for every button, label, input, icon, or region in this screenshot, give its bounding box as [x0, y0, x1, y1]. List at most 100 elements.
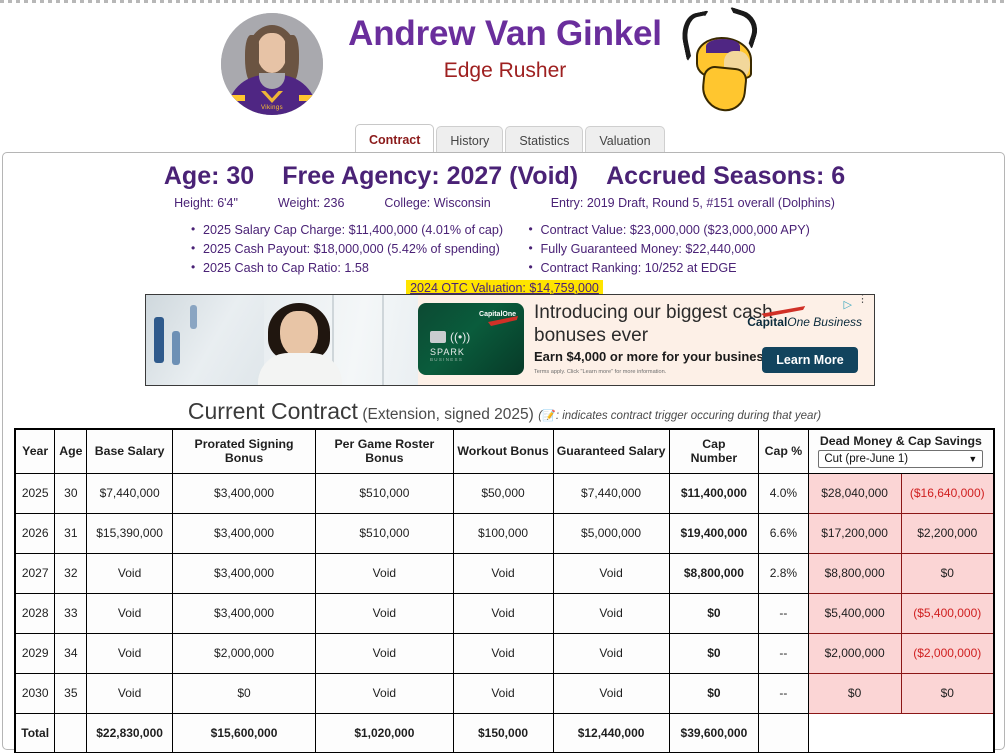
col-age: Age: [54, 428, 88, 474]
dead-money-scenario-value: Cut (pre-June 1): [824, 453, 909, 466]
cell-prorated-signing-bonus: $2,000,000: [171, 632, 317, 674]
fact-cap-charge: 2025 Salary Cap Charge: $11,400,000 (4.0…: [191, 220, 505, 240]
contract-table: Year Age Base Salary Prorated Signing Bo…: [14, 428, 995, 753]
advertisement-banner[interactable]: CapitalOne ((•)) SPARK BUSINESS Introduc…: [145, 294, 875, 386]
col-per-game-roster-bonus: Per Game Roster Bonus: [315, 428, 454, 474]
summary-free-agency: Free Agency: 2027 (Void): [282, 162, 579, 190]
table-row: 2025 30 $7,440,000 $3,400,000 $510,000 $…: [14, 472, 995, 514]
tab-contract[interactable]: Contract: [355, 124, 435, 154]
bio-entry: Entry: 2019 Draft, Round 5, #151 overall…: [550, 196, 835, 210]
table-row: 2026 31 $15,390,000 $3,400,000 $510,000 …: [14, 512, 995, 554]
cell-dead-money: $28,040,000: [807, 472, 902, 514]
cell-workout-bonus: $50,000: [452, 472, 554, 514]
tab-history[interactable]: History: [436, 126, 504, 154]
cell-cap-savings: ($2,000,000): [900, 632, 995, 674]
cell-guaranteed-salary: $5,000,000: [552, 512, 670, 554]
col-cap-number-line2: Number: [690, 451, 738, 466]
cell-guaranteed-salary: Void: [552, 672, 670, 714]
cell-cap-percent: 2.8%: [758, 552, 809, 594]
ad-card-brand: CapitalOne: [479, 311, 516, 318]
cell-cap-number: $19,400,000: [668, 512, 760, 554]
current-contract-heading: Current Contract (Extension, signed 2025…: [3, 398, 1006, 425]
cell-cap-number: $0: [668, 632, 760, 674]
cell-age: 33: [54, 592, 88, 634]
cell-year: 2025: [14, 472, 56, 514]
player-avatar: Vikings: [221, 13, 323, 115]
cell-total-cap-number: $39,600,000: [668, 712, 760, 753]
col-base-salary: Base Salary: [86, 428, 173, 474]
table-body: 2025 30 $7,440,000 $3,400,000 $510,000 $…: [14, 472, 995, 753]
cell-cap-percent: --: [758, 592, 809, 634]
fact-cash-payout: 2025 Cash Payout: $18,000,000 (5.42% of …: [191, 239, 505, 259]
bio-college: College: Wisconsin: [384, 196, 491, 210]
player-position: Edge Rusher: [443, 59, 567, 82]
cell-base-salary: Void: [86, 552, 173, 594]
fact-contract-value: Contract Value: $23,000,000 ($23,000,000…: [529, 220, 1007, 240]
contract-panel: Age: 30 Free Agency: 2027 (Void) Accrued S…: [2, 152, 1007, 753]
col-cap-number-line1: Cap: [702, 437, 726, 452]
cell-per-game-roster-bonus: Void: [315, 632, 454, 674]
ad-options-icon[interactable]: ⋮: [857, 294, 868, 305]
cell-cap-savings: ($5,400,000): [900, 592, 995, 634]
col-cap-number: Cap Number: [668, 428, 760, 474]
col-workout-bonus: Workout Bonus: [452, 428, 554, 474]
player-header: Vikings Andrew Van Ginkel Edge Rusher: [0, 3, 1007, 118]
contract-facts: 2025 Salary Cap Charge: $11,400,000 (4.0…: [3, 220, 1007, 278]
ad-brand-bold: Capital: [747, 315, 788, 329]
tab-valuation-label: Valuation: [599, 133, 651, 148]
otc-valuation-text: 2024 OTC Valuation: $14,759,000: [406, 280, 603, 296]
cell-cap-number: $8,800,000: [668, 552, 760, 594]
current-contract-subtitle: (Extension, signed 2025): [362, 406, 534, 423]
cell-dead-money: $5,400,000: [807, 592, 902, 634]
cell-guaranteed-salary: $7,440,000: [552, 472, 670, 514]
summary-age: Age: 30: [163, 162, 255, 190]
cell-age: 30: [54, 472, 88, 514]
cell-dead-money: $2,000,000: [807, 632, 902, 674]
col-prorated-signing-bonus: Prorated Signing Bonus: [171, 428, 317, 474]
cell-cap-number: $0: [668, 592, 760, 634]
table-row: 2028 33 Void $3,400,000 Void Void Void $…: [14, 592, 995, 634]
tab-history-label: History: [450, 133, 490, 148]
cell-year: 2028: [14, 592, 56, 634]
fact-cash-to-cap: 2025 Cash to Cap Ratio: 1.58: [191, 258, 505, 278]
cell-dead-money: $17,200,000: [807, 512, 902, 554]
adchoices-icon[interactable]: ▷: [843, 299, 852, 311]
cell-dead-money: $0: [807, 672, 902, 714]
player-summary-line: Age: 30 Free Agency: 2027 (Void) Accrued S…: [3, 162, 1006, 191]
tab-statistics[interactable]: Statistics: [505, 126, 584, 154]
table-total-row: Total $22,830,000 $15,600,000 $1,020,000…: [14, 712, 995, 753]
cell-total-workout-bonus: $150,000: [452, 712, 554, 753]
cell-cap-percent: 4.0%: [758, 472, 809, 514]
page-top-border: [0, 0, 1007, 3]
cell-age: 34: [54, 632, 88, 674]
cell-total-guaranteed-salary: $12,440,000: [552, 712, 670, 753]
section-tabs: Contract History Statistics Valuation: [355, 124, 667, 154]
cell-workout-bonus: $100,000: [452, 512, 554, 554]
col-guaranteed-salary: Guaranteed Salary: [552, 428, 670, 474]
tab-contract-label: Contract: [369, 132, 421, 147]
contract-trigger-note: : indicates contract trigger occuring du…: [555, 410, 822, 422]
cell-age: 31: [54, 512, 88, 554]
cell-cap-savings: ($16,640,000): [900, 472, 995, 514]
cell-cap-savings: $2,200,000: [900, 512, 995, 554]
team-logo-icon: [672, 6, 772, 114]
contract-facts-right: Contract Value: $23,000,000 ($23,000,000…: [505, 220, 1007, 278]
tab-valuation[interactable]: Valuation: [585, 126, 665, 154]
cell-base-salary: Void: [86, 632, 173, 674]
ad-subhead: Earn $4,000 or more for your business: [534, 349, 771, 364]
table-header-row: Year Age Base Salary Prorated Signing Bo…: [14, 428, 995, 474]
ad-brand-italic: One Business: [787, 315, 862, 329]
cell-workout-bonus: Void: [452, 632, 554, 674]
dead-money-scenario-select[interactable]: Cut (pre-June 1) ▼: [818, 450, 984, 469]
cell-prorated-signing-bonus: $3,400,000: [171, 472, 317, 514]
ad-fine-print: Terms apply. Click "Learn more" for more…: [534, 369, 667, 375]
tab-statistics-label: Statistics: [519, 133, 570, 148]
cell-year: 2026: [14, 512, 56, 554]
ad-learn-more-button[interactable]: Learn More: [762, 347, 858, 373]
cell-prorated-signing-bonus: $3,400,000: [171, 512, 317, 554]
cell-prorated-signing-bonus: $3,400,000: [171, 592, 317, 634]
cell-base-salary: Void: [86, 592, 173, 634]
cell-dead-money: $8,800,000: [807, 552, 902, 594]
cell-per-game-roster-bonus: Void: [315, 592, 454, 634]
player-name: Andrew Van Ginkel: [348, 14, 662, 53]
